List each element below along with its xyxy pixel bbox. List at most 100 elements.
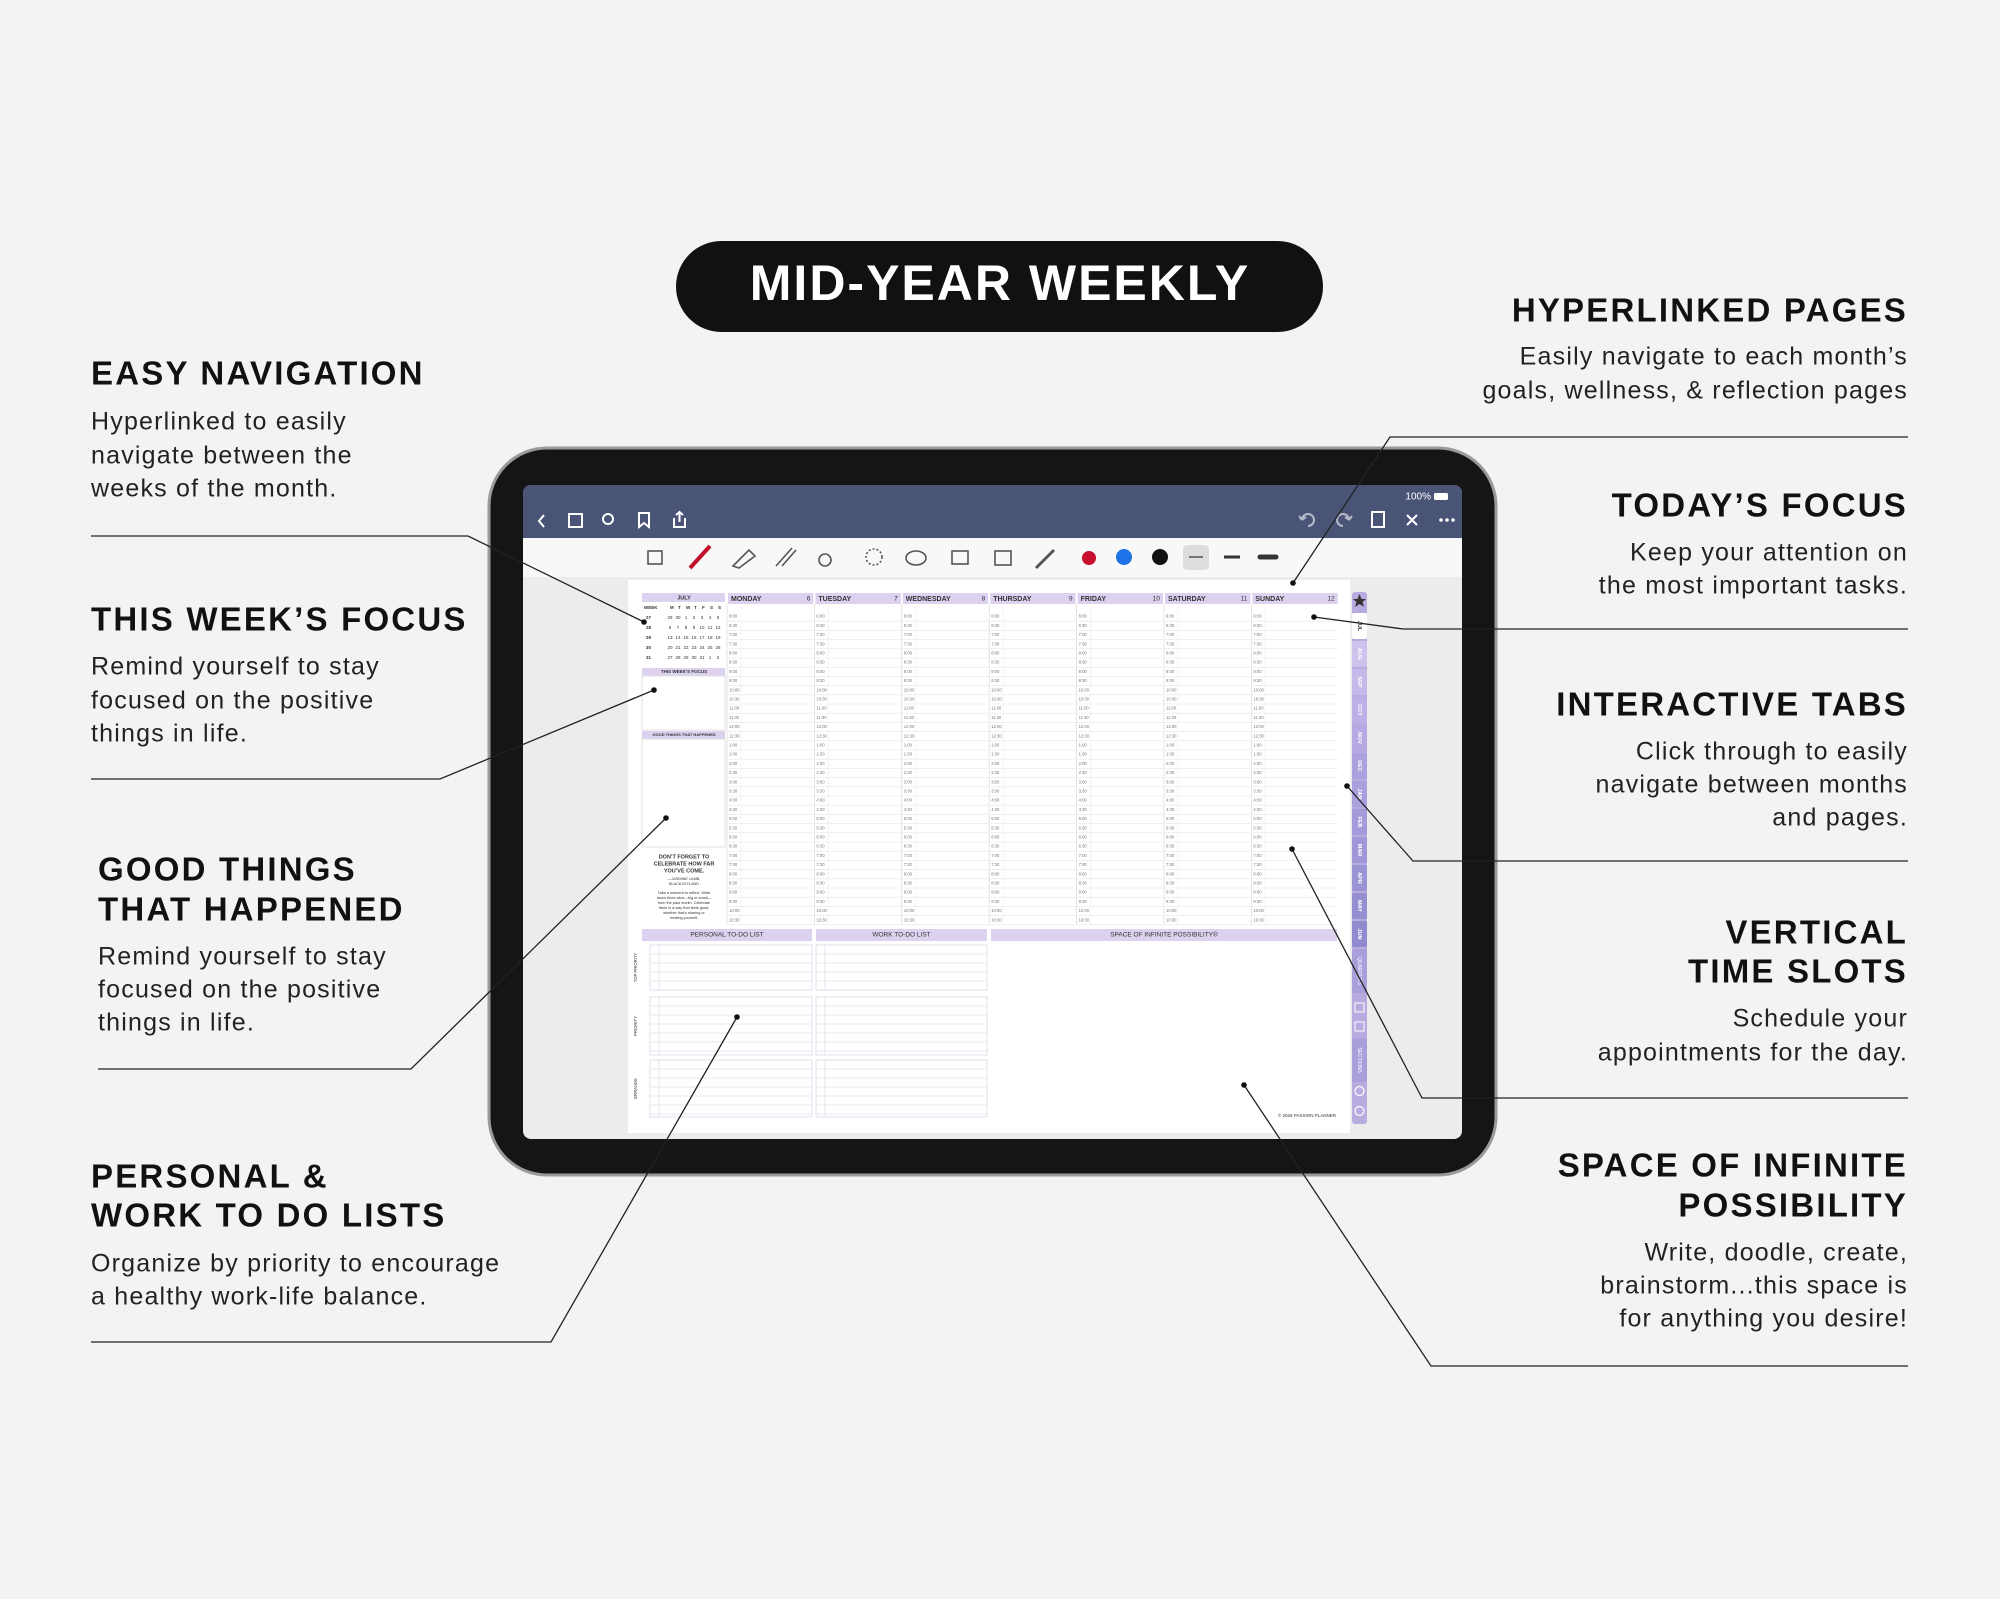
time-slot-label: 2:30: [904, 770, 913, 775]
back-button[interactable]: [537, 514, 545, 528]
month-tab[interactable]: [1352, 641, 1367, 667]
day-name: TUESDAY: [818, 596, 851, 603]
callout-dot: [1289, 846, 1295, 852]
time-slot-label: 6:30: [904, 623, 913, 628]
callout-heading: EASY NAVIGATION: [91, 355, 425, 392]
month-tab[interactable]: [1352, 865, 1367, 891]
sections-tab[interactable]: [1352, 1038, 1367, 1082]
time-slot-label: 6:00: [816, 835, 825, 840]
time-slot-label: 10:30: [904, 697, 915, 702]
time-slot-label: 5:00: [1253, 816, 1262, 821]
month-tab[interactable]: [1352, 725, 1367, 751]
calendar-day: 10: [699, 625, 705, 630]
month-tab-label: JAN: [1356, 788, 1362, 799]
page-tab-icon[interactable]: [1354, 1021, 1365, 1032]
time-slot-label: 12:00: [816, 724, 827, 729]
image-tool[interactable]: [951, 550, 969, 565]
redo-button[interactable]: [1336, 513, 1353, 527]
time-slot-label: 6:30: [816, 844, 825, 849]
month-tab[interactable]: [1352, 893, 1367, 919]
time-slot-label: 4:30: [1079, 807, 1088, 812]
time-slot-label: 4:00: [1079, 798, 1088, 803]
time-slot-label: 1:00: [1253, 743, 1262, 748]
search-button[interactable]: [602, 513, 614, 525]
reader-tool[interactable]: [647, 550, 663, 565]
time-slot-label: 7:30: [904, 862, 913, 867]
time-slot-label: 4:00: [991, 798, 1000, 803]
callout-leader: [1292, 436, 1908, 584]
callout-body: a healthy work-life balance.: [91, 1283, 428, 1311]
color-red[interactable]: [1080, 549, 1098, 567]
time-slot-label: 4:30: [1166, 807, 1175, 812]
calendar-day: 12: [715, 625, 721, 630]
callout-body: Easily navigate to each month’s: [1520, 343, 1908, 371]
attribution-line: —JASMINE LAMB,: [668, 877, 701, 881]
work-header-bar: [816, 929, 987, 941]
month-tab[interactable]: [1352, 697, 1367, 723]
month-tab[interactable]: [1352, 753, 1367, 779]
shape-tool[interactable]: [818, 553, 832, 567]
time-slot-label: 9:00: [1166, 890, 1175, 895]
text-tool[interactable]: [994, 550, 1012, 566]
time-slot-label: 1:00: [904, 743, 913, 748]
time-slot-label: 2:00: [1079, 761, 1088, 766]
page-tab-icon[interactable]: [1354, 1002, 1365, 1013]
callout-body: things in life.: [91, 720, 248, 748]
time-slot-label: 11:30: [816, 715, 827, 720]
time-slot-label: 5:30: [1079, 825, 1088, 830]
space-header: SPACE OF INFINITE POSSIBILITY®: [1110, 931, 1218, 939]
time-slot-label: 2:30: [991, 770, 1000, 775]
note-line: treating yourself.: [670, 916, 698, 920]
time-slot-label: 8:00: [1166, 651, 1175, 656]
month-tab-label: MAY: [1356, 900, 1362, 912]
highlighter-tool[interactable]: [775, 547, 797, 567]
month-tab[interactable]: [1352, 613, 1367, 639]
calendar-day: 31: [699, 655, 705, 660]
list-box: [815, 944, 988, 991]
time-slot-label: 8:00: [991, 651, 1000, 656]
more-button[interactable]: [1439, 518, 1455, 522]
time-slot-label: 11:30: [991, 715, 1002, 720]
time-slot-label: 8:30: [1166, 881, 1175, 886]
list-box: [649, 1059, 813, 1118]
eraser-tool[interactable]: [731, 548, 757, 569]
share-button[interactable]: [673, 510, 686, 528]
grid-button[interactable]: [568, 513, 583, 528]
month-tab[interactable]: [1352, 781, 1367, 807]
section-tab-icon[interactable]: [1354, 1105, 1365, 1117]
time-slot-label: 3:30: [904, 789, 913, 794]
sticker-tool[interactable]: [905, 550, 927, 566]
calendar-day: 11: [708, 625, 713, 630]
time-slot-label: 6:30: [1166, 623, 1175, 628]
lasso-tool[interactable]: [865, 548, 883, 566]
pen-tool[interactable]: [688, 544, 712, 570]
color-blue[interactable]: [1116, 549, 1132, 565]
undo-button[interactable]: [1298, 513, 1315, 527]
add-page-button[interactable]: [1371, 511, 1385, 528]
time-slot-label: 7:30: [1166, 641, 1175, 646]
month-tab[interactable]: [1352, 669, 1367, 695]
calendar-day: 24: [699, 645, 705, 650]
star-tab[interactable]: [1353, 594, 1366, 607]
close-button[interactable]: [1406, 514, 1418, 526]
callout-heading: PERSONAL &: [91, 1158, 329, 1195]
callout-body: navigate between the: [91, 442, 353, 470]
time-slot-label: 3:30: [1253, 789, 1262, 794]
time-slot-label: 10:00: [1166, 687, 1177, 692]
time-slot-label: 5:00: [991, 816, 1000, 821]
laser-tool[interactable]: [1034, 548, 1056, 570]
time-slot-label: 10:00: [1166, 908, 1177, 913]
bookmark-button[interactable]: [638, 512, 650, 530]
time-slot-label: 7:30: [1079, 641, 1088, 646]
calendar-day: 25: [707, 645, 713, 650]
section-tab-icon[interactable]: [1354, 1085, 1365, 1097]
time-slot-label: 6:00: [729, 614, 738, 619]
month-tab[interactable]: [1352, 921, 1367, 947]
month-tab[interactable]: [1352, 837, 1367, 863]
time-slot-label: 7:00: [904, 632, 913, 637]
time-slot-label: 7:00: [1079, 853, 1088, 858]
color-black[interactable]: [1152, 549, 1168, 565]
quarters-tab[interactable]: [1352, 949, 1367, 993]
month-tab[interactable]: [1352, 809, 1367, 835]
callout-body: for anything you desire!: [1619, 1305, 1908, 1333]
